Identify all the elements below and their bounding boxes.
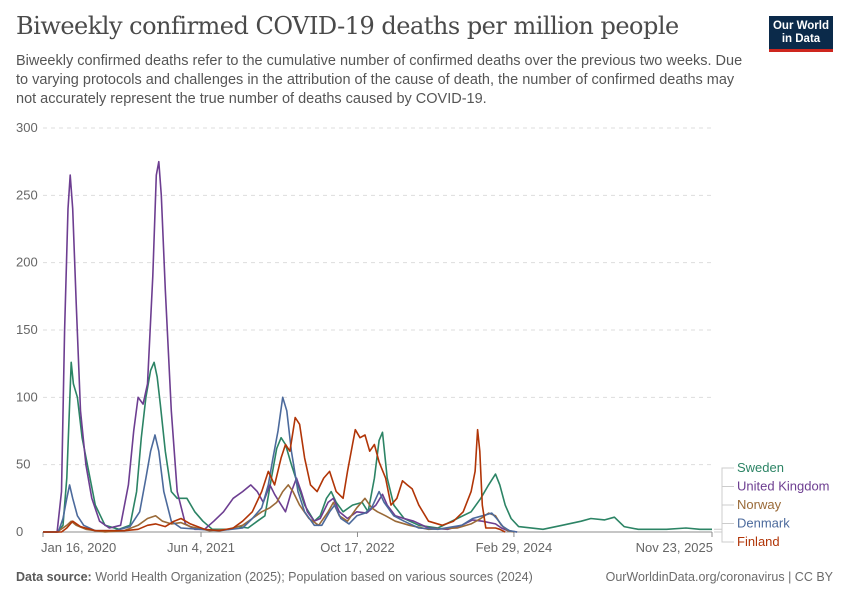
legend-sweden-label: Sweden — [737, 460, 784, 475]
owid-logo[interactable]: Our World in Data — [769, 16, 833, 52]
legend-sweden-connector — [714, 467, 734, 530]
x-tick-label: Nov 23, 2025 — [636, 540, 713, 555]
data-source-text: World Health Organization (2025); Popula… — [95, 570, 533, 584]
chart-title: Biweekly confirmed COVID-19 deaths per m… — [16, 12, 679, 40]
y-tick-label: 0 — [16, 524, 23, 539]
legend: Sweden United Kingdom Norway Denmark Finland — [714, 460, 830, 549]
line-chart: 0 50 100 150 200 250 300 Jan 16, 2020 Jun 4, 20… — [16, 120, 830, 555]
series-line-united-kingdom — [43, 160, 518, 533]
series-line-finland — [43, 416, 506, 533]
legend-denmark-connector — [714, 523, 734, 533]
data-source-label: Data source: — [16, 570, 92, 584]
y-tick-label: 200 — [16, 255, 38, 270]
x-tick-label: Jan 16, 2020 — [41, 540, 116, 555]
y-axis: 0 50 100 150 200 250 300 — [16, 120, 38, 539]
legend-united-kingdom-connector — [714, 486, 734, 533]
x-tick-label: Jun 4, 2021 — [167, 540, 235, 555]
x-tick-label: Oct 17, 2022 — [320, 540, 394, 555]
data-source: Data source: World Health Organization (… — [16, 570, 533, 584]
series-lines — [43, 160, 712, 533]
y-tick-label: 100 — [16, 389, 38, 404]
series-line-sweden — [43, 361, 712, 533]
legend-finland-connector — [714, 531, 734, 543]
logo-line-2: in Data — [781, 33, 821, 45]
legend-denmark-label: Denmark — [737, 516, 790, 531]
y-tick-label: 250 — [16, 187, 38, 202]
legend-united-kingdom-label: United Kingdom — [737, 479, 830, 494]
grid-lines — [43, 127, 712, 533]
footer-link[interactable]: OurWorldinData.org/coronavirus | CC BY — [605, 570, 833, 584]
logo-line-1: Our World — [772, 20, 829, 32]
x-axis: Jan 16, 2020 Jun 4, 2021 Oct 17, 2022 Feb 2… — [41, 532, 713, 555]
chart-subtitle: Biweekly confirmed deaths refer to the c… — [16, 53, 743, 107]
legend-finland-label: Finland — [737, 534, 780, 549]
y-tick-label: 50 — [16, 457, 30, 472]
legend-norway-connector — [714, 504, 734, 533]
x-tick-label: Feb 29, 2024 — [476, 540, 553, 555]
legend-norway-label: Norway — [737, 497, 782, 512]
y-tick-label: 150 — [16, 322, 38, 337]
y-tick-label: 300 — [16, 120, 38, 135]
